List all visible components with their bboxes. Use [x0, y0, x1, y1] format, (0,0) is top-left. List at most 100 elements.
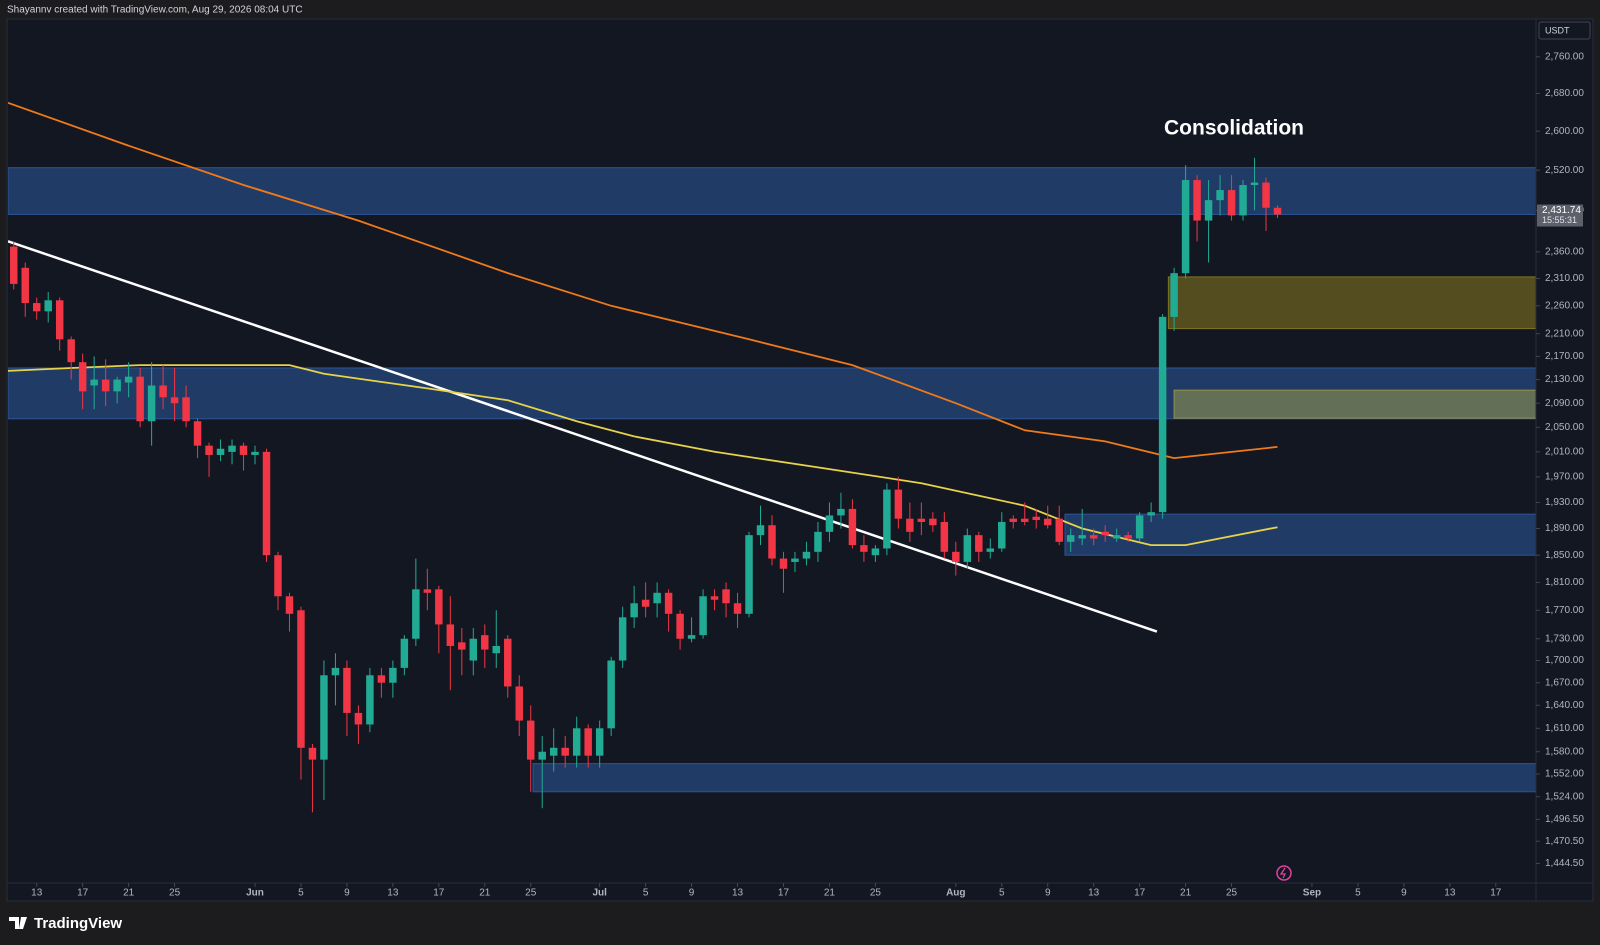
y-tick-label: 1,850.00 — [1545, 550, 1584, 561]
zone — [8, 167, 1536, 215]
y-tick-label: 2,680.00 — [1545, 88, 1584, 99]
candle-body — [1009, 518, 1017, 522]
candle-body — [1021, 518, 1029, 522]
candle-body — [1227, 190, 1236, 216]
candle-body — [687, 635, 696, 639]
candle-body — [722, 589, 730, 604]
y-tick-label: 1,470.50 — [1545, 836, 1584, 847]
candle-body — [124, 376, 133, 383]
candle-body — [21, 267, 29, 304]
candle-body — [699, 596, 707, 636]
candle-body — [871, 548, 880, 556]
candle-body — [630, 603, 638, 618]
candle-body — [366, 675, 374, 725]
zone — [1173, 389, 1536, 419]
y-tick-label: 1,444.50 — [1545, 858, 1584, 869]
y-tick-label: 1,700.00 — [1545, 655, 1584, 666]
zone — [532, 763, 1536, 793]
candle-body — [297, 610, 305, 748]
candle-body — [549, 747, 558, 756]
candle-body — [860, 545, 868, 552]
candle-body — [584, 728, 592, 756]
candle-body — [1032, 516, 1040, 520]
candle-body — [1239, 185, 1247, 216]
y-tick-label: 1,524.00 — [1545, 791, 1584, 802]
x-tick-label: 25 — [169, 888, 181, 899]
candle-body — [481, 635, 489, 650]
candle-body — [618, 617, 627, 661]
x-tick-label: Jul — [592, 888, 607, 899]
candle-body — [791, 558, 799, 562]
alert-icon[interactable] — [1276, 865, 1292, 881]
currency-box[interactable] — [1538, 21, 1591, 40]
candle-body — [446, 624, 455, 646]
candle-body — [1181, 180, 1190, 274]
x-tick-label: 5 — [1355, 888, 1361, 899]
candle-body — [205, 445, 213, 455]
y-tick-label: 1,640.00 — [1545, 700, 1584, 711]
candle-body — [1250, 182, 1259, 186]
candle-body — [67, 339, 75, 363]
candle-body — [55, 300, 64, 340]
candle-body — [641, 599, 650, 607]
candle-body — [952, 551, 960, 562]
candle-body — [1262, 182, 1270, 208]
candle-body — [274, 555, 282, 597]
x-tick-label: 13 — [1088, 888, 1100, 899]
candle-body — [527, 720, 535, 760]
x-tick-label: 13 — [387, 888, 399, 899]
x-tick-label: 21 — [479, 888, 491, 899]
x-tick-label: 17 — [1134, 888, 1146, 899]
zone — [1064, 513, 1536, 556]
x-tick-label: 9 — [1045, 888, 1051, 899]
x-tick-label: 21 — [1180, 888, 1192, 899]
y-tick-label: 1,770.00 — [1545, 605, 1584, 616]
candle-body — [572, 728, 581, 756]
candle-body — [664, 592, 673, 614]
candle-body — [1124, 535, 1132, 539]
candle-body — [389, 667, 397, 683]
y-tick-label: 1,670.00 — [1545, 677, 1584, 688]
candle-body — [78, 362, 87, 392]
y-tick-label: 2,760.00 — [1545, 51, 1584, 62]
candle-body — [756, 525, 765, 536]
candle-body — [308, 747, 317, 760]
x-tick-label: 25 — [525, 888, 537, 899]
x-tick-label: Jun — [246, 888, 264, 899]
candle-body — [32, 303, 41, 312]
header-text: Shayannv created with TradingView.com, A… — [7, 5, 303, 16]
candle-body — [1135, 515, 1144, 539]
candle-body — [745, 535, 753, 614]
x-tick-label: 13 — [732, 888, 744, 899]
candle-body — [894, 489, 903, 519]
zone — [1167, 276, 1536, 330]
x-tick-label: 17 — [1490, 888, 1502, 899]
candle-body — [883, 489, 891, 549]
candle-body — [1193, 180, 1201, 221]
candle-body — [917, 518, 926, 522]
candle-body — [1101, 531, 1109, 536]
candle-body — [1112, 535, 1121, 539]
candle-body — [1216, 190, 1224, 201]
candle-body — [595, 728, 604, 756]
brand-logo — [9, 917, 27, 929]
candle-body — [320, 675, 328, 760]
candle-body — [975, 535, 983, 552]
candle-body — [1273, 207, 1282, 215]
currency[interactable]: USDT — [1545, 25, 1570, 35]
y-tick-label: 2,360.00 — [1545, 246, 1584, 257]
candle-body — [802, 551, 811, 559]
candle-body — [159, 385, 167, 398]
candle-body — [929, 518, 937, 526]
candle-body — [101, 379, 110, 392]
y-tick-label: 1,810.00 — [1545, 577, 1584, 588]
x-tick-label: Aug — [946, 888, 965, 899]
candle-body — [412, 589, 420, 639]
y-tick-label: 1,970.00 — [1545, 472, 1584, 483]
candle-body — [1055, 518, 1063, 542]
candle-body — [1147, 512, 1155, 516]
candle-body — [228, 445, 236, 452]
candle-body — [515, 686, 523, 721]
x-tick-label: 17 — [433, 888, 445, 899]
x-tick-label: Sep — [1303, 888, 1321, 899]
